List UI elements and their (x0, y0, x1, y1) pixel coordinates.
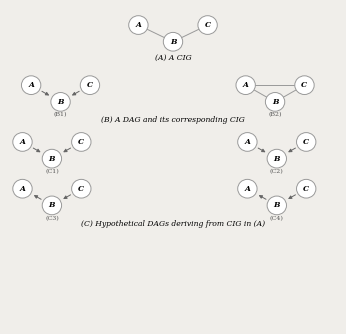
Text: A: A (20, 138, 25, 146)
Circle shape (72, 179, 91, 198)
Text: A: A (245, 185, 250, 193)
Circle shape (129, 16, 148, 34)
Circle shape (42, 149, 62, 168)
Text: (A) A CIG: (A) A CIG (155, 54, 191, 62)
Circle shape (297, 179, 316, 198)
Circle shape (236, 76, 255, 95)
Text: (B2): (B2) (268, 112, 282, 117)
Text: A: A (28, 81, 34, 89)
Circle shape (42, 196, 62, 215)
Text: (C3): (C3) (45, 216, 59, 221)
Circle shape (21, 76, 41, 95)
Text: (C4): (C4) (270, 216, 284, 221)
Circle shape (238, 133, 257, 151)
Text: (C2): (C2) (270, 169, 284, 174)
Circle shape (163, 32, 183, 51)
Text: B: B (170, 38, 176, 46)
Text: (B1): (B1) (54, 112, 67, 117)
Circle shape (267, 196, 286, 215)
Text: C: C (204, 21, 211, 29)
Text: A: A (20, 185, 25, 193)
Text: C: C (78, 138, 84, 146)
Text: B: B (49, 201, 55, 209)
Text: C: C (303, 185, 309, 193)
Text: C: C (78, 185, 84, 193)
Text: A: A (136, 21, 141, 29)
Circle shape (80, 76, 100, 95)
Circle shape (238, 179, 257, 198)
Circle shape (265, 93, 285, 111)
Text: (C) Hypothetical DAGs deriving from CIG in (A): (C) Hypothetical DAGs deriving from CIG … (81, 220, 265, 228)
Text: C: C (301, 81, 308, 89)
Text: (B) A DAG and its corresponding CIG: (B) A DAG and its corresponding CIG (101, 116, 245, 124)
Text: B: B (49, 155, 55, 163)
Circle shape (297, 133, 316, 151)
Circle shape (13, 179, 32, 198)
Text: B: B (272, 98, 278, 106)
Circle shape (72, 133, 91, 151)
Text: B: B (274, 201, 280, 209)
Circle shape (198, 16, 217, 34)
Text: (C1): (C1) (45, 169, 59, 174)
Circle shape (13, 133, 32, 151)
Text: B: B (274, 155, 280, 163)
Text: A: A (245, 138, 250, 146)
Circle shape (51, 93, 70, 111)
Text: C: C (303, 138, 309, 146)
Text: B: B (57, 98, 64, 106)
Text: A: A (243, 81, 248, 89)
Text: C: C (87, 81, 93, 89)
Circle shape (267, 149, 286, 168)
Circle shape (295, 76, 314, 95)
